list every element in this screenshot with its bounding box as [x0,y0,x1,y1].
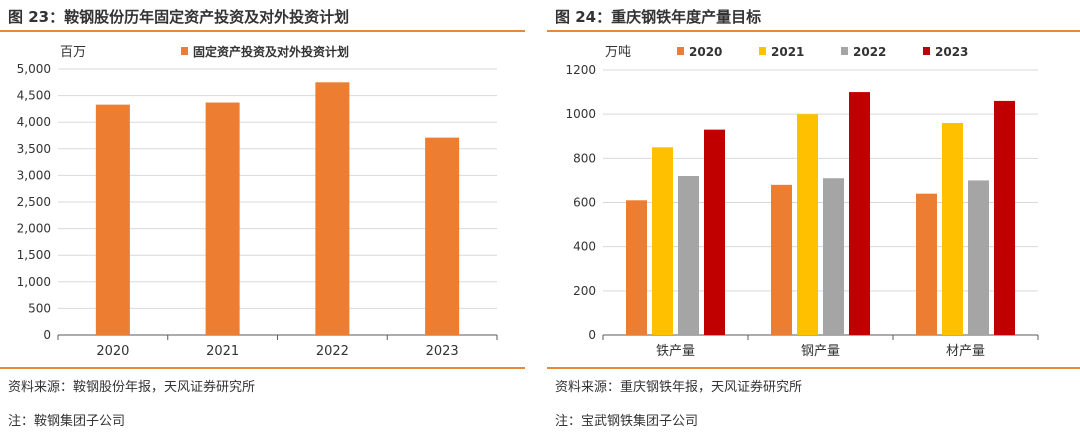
bar-chart-production: 万吨 2020 2021 2022 2023 0 200 400 600 800 1000 1200 铁… [565,45,1039,359]
bar [626,200,647,335]
y-tick-label: 0 [588,328,596,342]
unit-label: 万吨 [605,45,631,60]
source-note: 资料来源：鞍钢股份年报，天风证券研究所 [8,380,256,395]
bar [425,137,460,335]
bar [704,129,725,335]
source-note: 资料来源：重庆钢铁年报，天风证券研究所 [555,380,803,395]
bar [994,100,1015,336]
x-tick-label: 材产量 [946,344,985,359]
bar [942,123,963,335]
legend-swatch [923,47,930,55]
y-tick-label: 3,000 [17,168,51,182]
bar [823,178,844,335]
bar [849,92,870,335]
legend-label: 2023 [935,45,968,59]
remark-note: 注：宝武钢铁集团子公司 [555,414,699,429]
x-tick-label: 2020 [96,344,129,359]
y-tick-label: 400 [573,240,596,254]
chart-panel-right: 图 24：重庆钢铁年度产量目标 万吨 2020 2021 2022 2023 0 200 40… [547,0,1080,434]
source-divider [547,367,1080,369]
source-divider [0,367,525,369]
legend-swatch [677,47,684,55]
y-tick-label: 4,500 [17,89,51,103]
y-tick-label: 5,000 [17,62,51,76]
remark-note: 注：鞍钢集团子公司 [8,414,126,429]
y-tick-label: 1000 [565,107,596,121]
title-divider [547,30,1080,32]
y-tick-label: 2,500 [17,195,51,209]
bar-chart-investment: 百万 固定资产投资及对外投资计划 0 500 1,000 1,500 2,000 2,500 3… [17,44,498,359]
legend-swatch [759,47,766,55]
bar [916,193,937,335]
y-tick-label: 800 [573,151,596,165]
figure-title: 图 23：鞍钢股份历年固定资产投资及对外投资计划 [8,8,350,26]
x-tick-label: 钢产量 [801,344,840,359]
y-tick-label: 2,000 [17,222,51,236]
unit-label: 百万 [60,45,86,60]
bar [771,184,792,335]
bar [652,147,673,335]
y-tick-label: 0 [43,328,51,342]
y-tick-label: 200 [573,284,596,298]
y-tick-label: 600 [573,196,596,210]
legend-label: 2021 [771,45,804,59]
legend-label: 2022 [853,45,886,59]
bar [678,176,699,335]
y-tick-label: 4,000 [17,115,51,129]
y-tick-label: 1,500 [17,248,51,262]
title-divider [0,30,525,32]
y-tick-label: 1,000 [17,275,51,289]
bar [205,102,240,336]
bar [968,180,989,335]
x-tick-label: 2023 [426,344,459,359]
y-tick-label: 1200 [565,63,596,77]
bar [95,104,130,335]
legend-label: 固定资产投资及对外投资计划 [193,44,349,59]
bar [797,114,818,336]
x-tick-label: 2022 [316,344,349,359]
legend-swatch [841,47,848,55]
legend-swatch [181,47,188,55]
bar [315,82,350,335]
figure-title: 图 24：重庆钢铁年度产量目标 [555,8,762,26]
y-tick-label: 3,500 [17,142,51,156]
y-tick-label: 500 [28,301,51,315]
chart-panel-left: 图 23：鞍钢股份历年固定资产投资及对外投资计划 百万 固定资产投资及对外投资计划… [0,0,525,434]
x-tick-label: 铁产量 [656,344,695,359]
x-tick-label: 2021 [206,344,239,359]
legend-label: 2020 [689,45,722,59]
